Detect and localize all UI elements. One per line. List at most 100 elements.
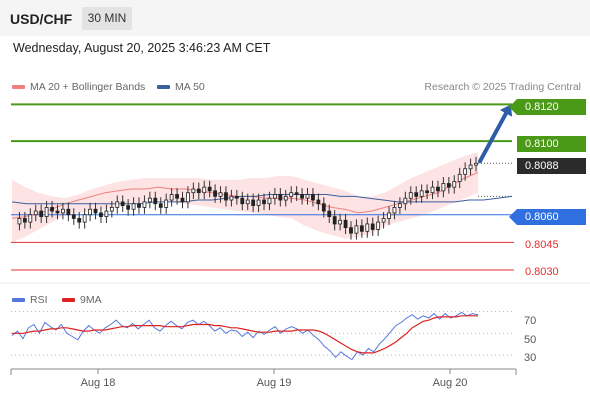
bollinger-band-fill — [12, 152, 478, 243]
rsi-legend-rsi-swatch — [12, 298, 25, 303]
candle-body — [425, 190, 429, 194]
rsi-legend-rsi-label: RSI — [30, 294, 48, 306]
bollinger-bands — [12, 152, 478, 243]
candle-body — [272, 194, 277, 199]
level-label-1: 0.8100 — [517, 136, 586, 152]
rsi-legend-9ma-swatch — [62, 298, 75, 303]
rsi-legend-9ma: 9MA — [62, 294, 102, 306]
candle-body — [387, 212, 391, 219]
candle-body — [158, 203, 163, 208]
level-label-4: 0.8045 — [525, 239, 559, 251]
candle-body — [66, 208, 71, 216]
rsi-line — [11, 311, 479, 361]
candle-body — [61, 208, 65, 214]
candle-body — [50, 206, 54, 212]
candle-body — [305, 194, 310, 199]
legend-ma50: MA 50 — [157, 81, 205, 93]
candle-body — [457, 173, 462, 183]
candle-body — [33, 210, 38, 216]
level-lines — [11, 103, 514, 271]
legend-ma50-label: MA 50 — [175, 81, 205, 93]
target-arrow-shaft — [478, 111, 508, 164]
timeframe-button[interactable]: 30 MIN — [82, 7, 132, 30]
candle-body — [278, 194, 283, 201]
rsi-tick-70: 70 — [524, 315, 537, 327]
candle-body — [370, 223, 375, 230]
candle-body — [300, 194, 304, 199]
instrument-title: USD/CHF — [10, 11, 73, 27]
candle-body — [55, 210, 60, 214]
candle-body — [131, 203, 136, 210]
candle-body — [120, 201, 125, 206]
candle-body — [403, 197, 408, 205]
candle-body — [474, 162, 478, 166]
x-tick-label: Aug 18 — [80, 377, 116, 389]
candle-body — [381, 218, 386, 223]
candle-body — [142, 201, 147, 208]
rsi-tick-50: 50 — [524, 334, 537, 346]
candle-body — [22, 218, 27, 223]
candle-body — [256, 199, 261, 206]
rsi-ma-line — [12, 315, 478, 354]
candle-body — [251, 199, 256, 206]
candle-body — [349, 227, 353, 234]
candle-body — [153, 197, 158, 205]
candle-body — [175, 194, 179, 199]
candle-body — [39, 210, 44, 218]
x-tick-label: Aug 20 — [432, 377, 468, 389]
candle-body — [283, 195, 288, 201]
candle-body — [430, 186, 435, 194]
candle-body — [354, 225, 359, 234]
candle-body — [294, 192, 299, 195]
candle-body — [104, 210, 109, 218]
candle-body — [332, 216, 337, 225]
candle-body — [218, 192, 223, 197]
candle-body — [398, 203, 402, 208]
candle-body — [88, 208, 92, 216]
candle-body — [316, 199, 321, 205]
candle-body — [321, 203, 326, 212]
candle-body — [311, 194, 315, 201]
candle-body — [180, 197, 185, 203]
legend-ma20-label: MA 20 + Bollinger Bands — [30, 81, 146, 93]
candle-body — [186, 192, 190, 203]
candle-body — [93, 208, 98, 214]
level-label-3: 0.8060 — [509, 209, 586, 225]
chart-header: USD/CHF 30 MIN — [0, 0, 590, 36]
level-label-0: 0.8120 — [509, 99, 586, 115]
rsi-legend-rsi: RSI — [12, 294, 48, 306]
candle-body — [71, 214, 76, 219]
candle-body — [343, 219, 348, 229]
x-tick-label: Aug 19 — [256, 377, 292, 389]
candle-body — [436, 186, 440, 192]
rsi-legend-9ma-label: 9MA — [80, 294, 102, 306]
level-label-2: 0.8088 — [517, 158, 586, 174]
candle-body — [452, 181, 457, 188]
candle-body — [126, 205, 131, 210]
legend-ma20-swatch — [12, 85, 25, 90]
candle-body — [359, 225, 364, 232]
candle-body — [245, 199, 250, 205]
candle-body — [289, 192, 294, 197]
candle-body — [234, 195, 239, 199]
candle-body — [77, 218, 82, 223]
candle-body — [196, 188, 201, 194]
legend-ma50-swatch — [157, 85, 170, 90]
candle-body — [224, 192, 228, 201]
candle-body — [446, 183, 451, 188]
candle-body — [392, 206, 397, 214]
candle-body — [229, 195, 234, 201]
candle-body — [109, 206, 114, 212]
rsi-pane — [11, 310, 514, 361]
candle-body — [376, 221, 381, 230]
candle-body — [99, 212, 103, 217]
candle-body — [202, 186, 207, 194]
chart-datetime: Wednesday, August 20, 2025 3:46:23 AM CE… — [13, 41, 271, 55]
candle-body — [262, 199, 266, 205]
candle-body — [44, 206, 49, 217]
legend-ma20: MA 20 + Bollinger Bands — [12, 81, 145, 93]
rsi-tick-30: 30 — [524, 352, 537, 364]
candle-body — [327, 210, 332, 218]
research-credit: Research © 2025 Trading Central — [424, 81, 581, 93]
